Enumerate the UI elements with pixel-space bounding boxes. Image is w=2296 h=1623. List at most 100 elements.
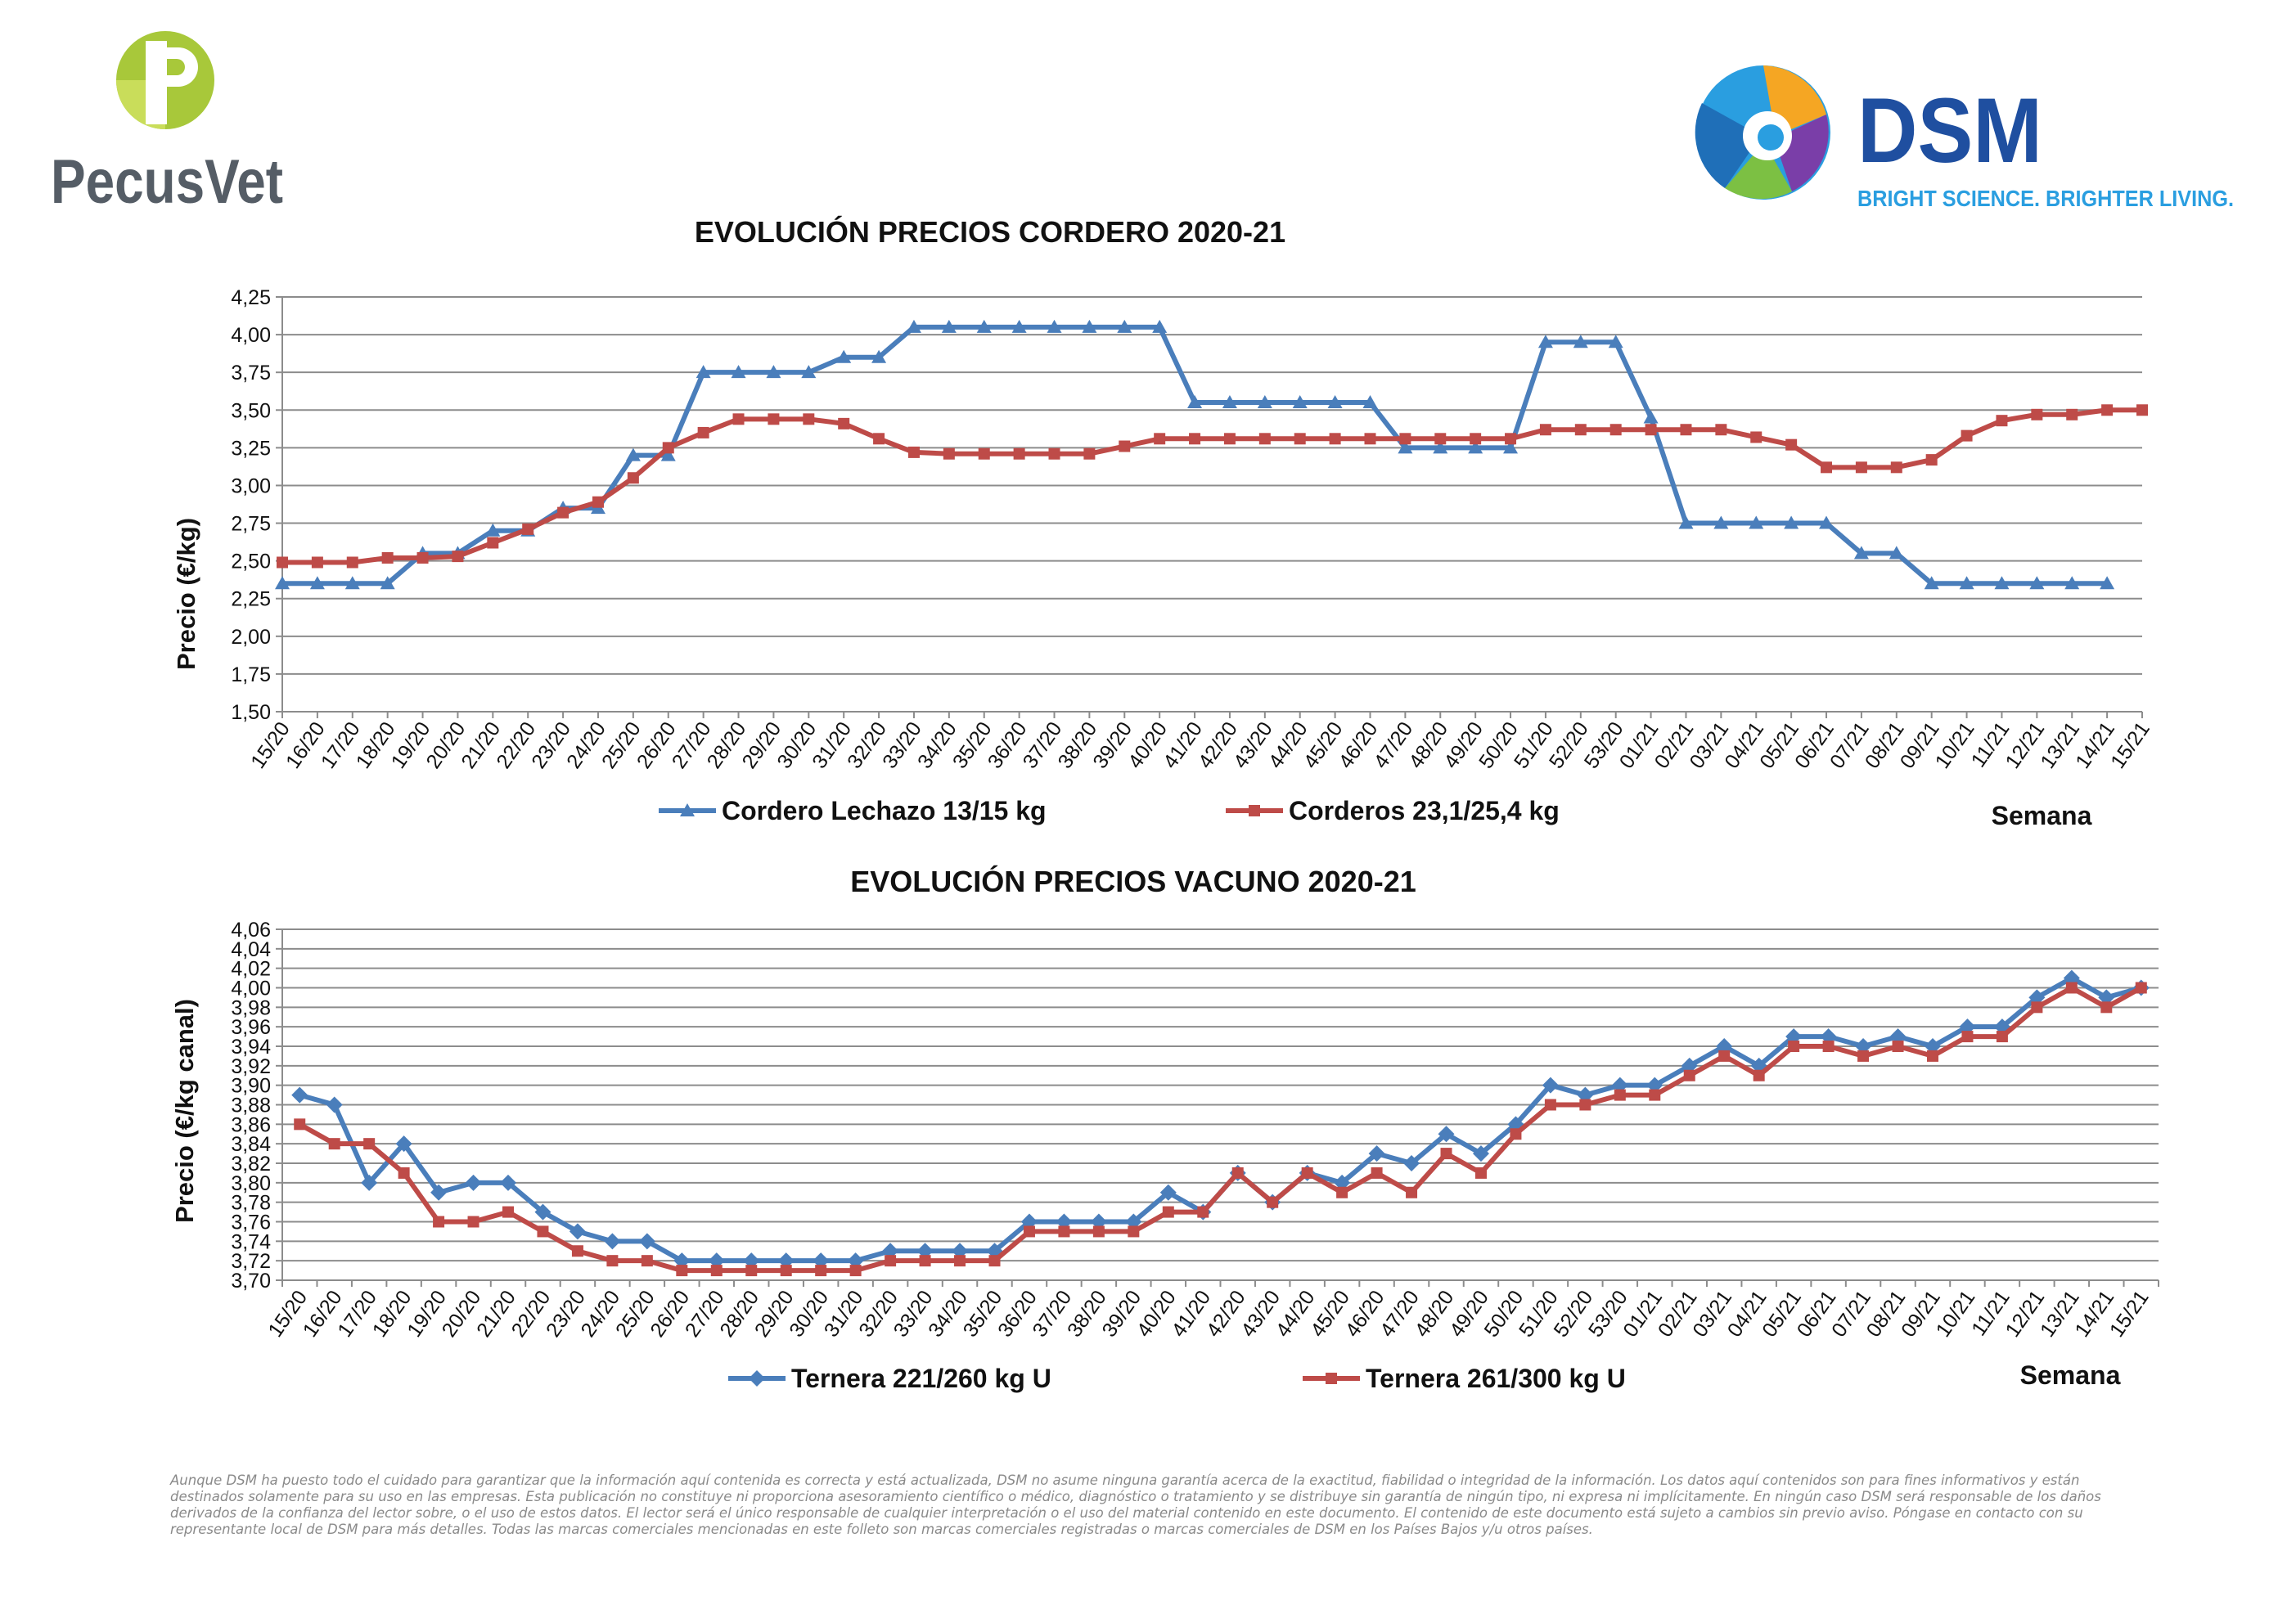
- data-point: [732, 413, 745, 425]
- data-point: [604, 1233, 621, 1250]
- data-point: [326, 1096, 343, 1113]
- data-point: [1336, 1186, 1348, 1198]
- data-point: [1749, 515, 1764, 529]
- data-point: [745, 1265, 758, 1277]
- data-point: [1048, 447, 1060, 460]
- y-tick-label: 3,50: [231, 399, 271, 422]
- data-point: [731, 365, 746, 379]
- data-point: [1821, 461, 1833, 474]
- data-point: [1406, 1186, 1418, 1198]
- y-tick-label: 4,06: [231, 919, 271, 942]
- data-point: [433, 1216, 445, 1228]
- data-point: [1117, 319, 1132, 333]
- data-point: [1961, 429, 1973, 442]
- data-point: [381, 551, 394, 564]
- x-tick-label: 15/21: [2105, 1286, 2154, 1341]
- y-tick-label: 3,96: [231, 1016, 271, 1039]
- data-point: [1609, 424, 1622, 436]
- data-point: [363, 1138, 376, 1150]
- legend-entry: Cordero Lechazo 13/15 kg: [722, 796, 1047, 825]
- data-point: [1398, 440, 1413, 454]
- data-point: [988, 1255, 1001, 1267]
- x-tick-label: 10/21: [1931, 717, 1979, 772]
- data-point: [1889, 1028, 1907, 1045]
- y-axis-label-text: Precio (€/kg): [172, 518, 200, 670]
- data-point: [1784, 515, 1799, 529]
- data-point: [606, 1255, 619, 1267]
- data-point: [1292, 395, 1308, 409]
- data-point: [1537, 335, 1553, 348]
- data-point: [1362, 395, 1378, 409]
- data-point: [1579, 1099, 1591, 1111]
- data-point: [1162, 1206, 1174, 1218]
- data-point: [1822, 1041, 1835, 1052]
- chart-title: EVOLUCIÓN PRECIOS VACUNO 2020-21: [850, 864, 1416, 898]
- data-point: [416, 551, 429, 564]
- y-tick-label: 3,70: [231, 1270, 271, 1293]
- data-point: [485, 523, 501, 537]
- y-axis-label: Precio (€/kg): [172, 518, 200, 670]
- data-point: [766, 365, 781, 379]
- y-tick-label: 3,74: [231, 1230, 271, 1253]
- data-point: [1294, 433, 1306, 445]
- legend-marker: [1326, 1373, 1337, 1384]
- data-point: [1327, 395, 1343, 409]
- series-line: [282, 407, 2142, 565]
- data-point: [1047, 319, 1062, 333]
- data-point: [815, 1265, 827, 1277]
- data-point: [1222, 395, 1237, 409]
- data-point: [537, 1225, 549, 1238]
- data-point: [1510, 1128, 1522, 1140]
- data-point: [801, 365, 817, 379]
- data-point: [1159, 1184, 1177, 1201]
- y-tick-label: 1,50: [231, 701, 271, 724]
- y-tick-label: 3,86: [231, 1113, 271, 1136]
- data-point: [1683, 1069, 1695, 1081]
- data-point: [1539, 424, 1551, 436]
- data-point: [1857, 1050, 1870, 1062]
- data-point: [873, 433, 885, 445]
- data-point: [522, 523, 534, 535]
- data-point: [2065, 982, 2078, 994]
- data-point: [1996, 415, 2008, 427]
- data-point: [906, 319, 921, 333]
- data-point: [871, 349, 887, 363]
- data-point: [1187, 395, 1203, 409]
- y-tick-label: 3,25: [231, 437, 271, 460]
- data-point: [1574, 424, 1587, 436]
- data-point: [1649, 1089, 1661, 1101]
- data-point: [1440, 1148, 1452, 1160]
- data-point: [1750, 1057, 1767, 1074]
- data-point: [275, 576, 290, 590]
- data-point: [1996, 1031, 2008, 1043]
- y-tick-label: 2,00: [231, 626, 271, 649]
- data-point: [309, 576, 325, 590]
- data-point: [571, 1245, 583, 1257]
- legend-entry: Ternera 261/300 kg U: [1366, 1364, 1626, 1393]
- data-point: [2135, 982, 2147, 994]
- data-point: [1197, 1206, 1209, 1218]
- data-point: [1470, 433, 1482, 445]
- data-point: [1092, 1225, 1105, 1238]
- data-point: [1438, 1126, 1455, 1143]
- data-point: [1258, 433, 1271, 445]
- data-point: [1119, 440, 1131, 452]
- data-point: [1718, 1050, 1731, 1062]
- legend-entry: Corderos 23,1/25,4 kg: [1289, 796, 1560, 825]
- data-point: [1820, 1028, 1837, 1045]
- y-tick-label: 3,00: [231, 474, 271, 497]
- legend-entry: Ternera 221/260 kg U: [791, 1364, 1051, 1393]
- series-line: [282, 324, 2108, 587]
- data-point: [1257, 395, 1272, 409]
- data-point: [1267, 1196, 1279, 1208]
- beef-price-chart: EVOLUCIÓN PRECIOS VACUNO 2020-21 Precio …: [170, 864, 2159, 1393]
- data-point: [1505, 433, 1517, 445]
- data-point: [2066, 408, 2078, 420]
- data-point: [291, 1086, 308, 1104]
- data-point: [1614, 1089, 1626, 1101]
- data-point: [978, 447, 990, 460]
- data-point: [311, 556, 323, 569]
- data-point: [1434, 433, 1447, 445]
- y-tick-label: 2,50: [231, 551, 271, 573]
- data-point: [954, 1255, 966, 1267]
